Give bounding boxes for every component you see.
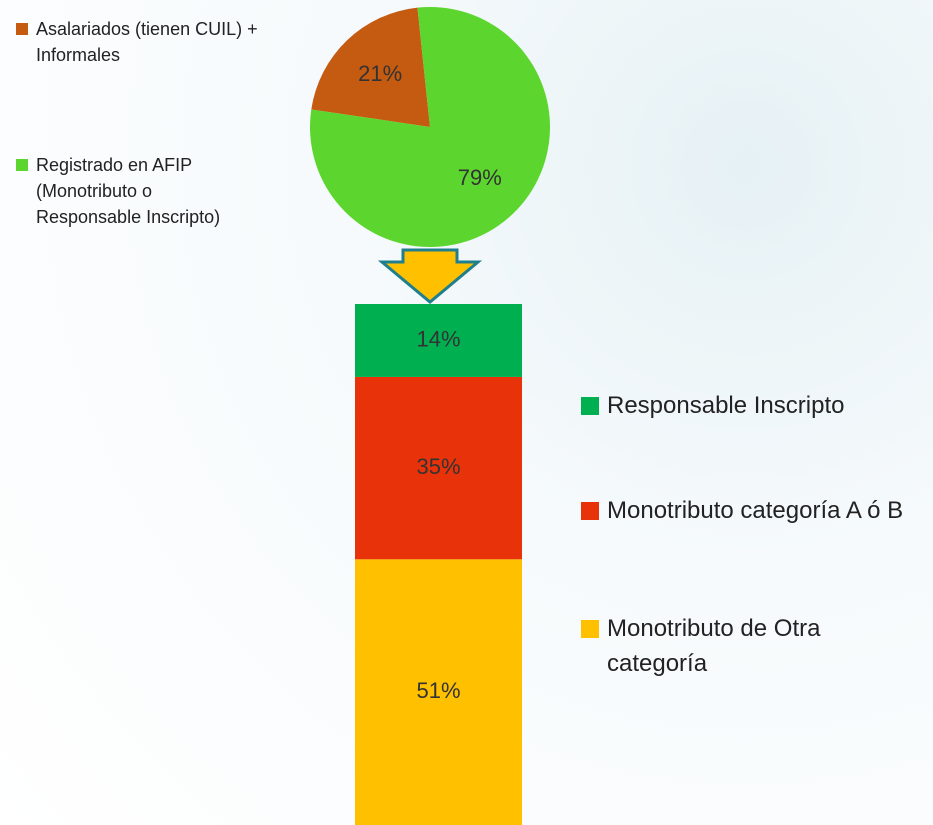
pie-slice bbox=[310, 7, 550, 248]
data-label: 51% bbox=[416, 678, 460, 703]
data-label: 21% bbox=[358, 61, 402, 86]
data-label: 35% bbox=[416, 454, 460, 479]
data-label: 14% bbox=[416, 326, 460, 351]
legend-label: Responsable Inscripto bbox=[607, 392, 845, 419]
legend-swatch bbox=[16, 159, 28, 172]
bar-segment bbox=[355, 376, 522, 560]
legend-label: Registrado en AFIP (Monotributo o Respon… bbox=[36, 155, 221, 228]
legend-entry: Monotributo categoría A ó B bbox=[581, 494, 912, 529]
bar-segment bbox=[355, 304, 522, 377]
legend-entry: Monotributo de Otra categoría bbox=[581, 612, 912, 682]
legend-entry: Responsable Inscripto bbox=[581, 389, 912, 424]
legend-label: Asalariados (tienen CUIL) + Informales bbox=[36, 19, 258, 66]
legend-swatch bbox=[16, 23, 28, 36]
legend-entry: Registrado en AFIP (Monotributo o Respon… bbox=[16, 152, 251, 230]
legend-swatch bbox=[581, 397, 599, 416]
legend-label: Monotributo de Otra categoría bbox=[607, 615, 821, 677]
legend-swatch bbox=[581, 620, 599, 639]
pie-slice bbox=[311, 7, 430, 128]
data-label: 79% bbox=[458, 165, 502, 190]
arrow bbox=[377, 248, 483, 304]
legend-swatch bbox=[581, 502, 599, 521]
legend-entry: Asalariados (tienen CUIL) + Informales bbox=[16, 16, 276, 68]
legend-label: Monotributo categoría A ó B bbox=[607, 497, 904, 524]
bar-segment bbox=[355, 559, 522, 825]
